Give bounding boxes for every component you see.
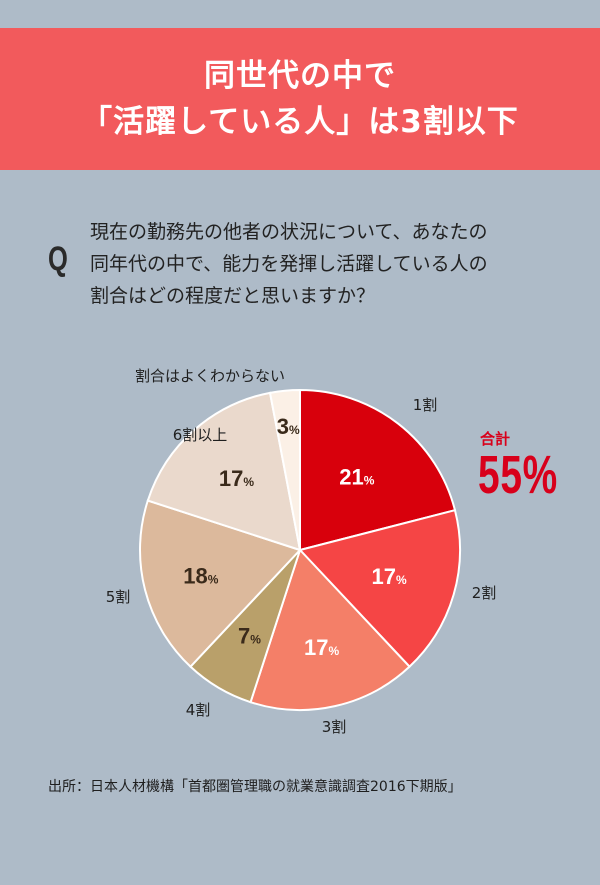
title-line-2: 「活躍している人」は3割以下 <box>81 104 519 140</box>
pie-category-label: 3割 <box>322 718 347 736</box>
question-text: 現在の勤務先の他者の状況について、あなたの 同年代の中で、能力を発揮し活躍してい… <box>90 216 560 312</box>
pie-value-label: 7% <box>238 623 261 648</box>
total-value: 55% <box>478 445 558 505</box>
pie-slice <box>298 508 461 669</box>
pie-category-label: 5割 <box>106 588 131 606</box>
pie-value-label: 17% <box>372 564 407 589</box>
question-line: 割合はどの程度だと思いますか？ <box>90 285 376 307</box>
pie-category-label: 1割 <box>413 396 438 414</box>
pie-slice <box>249 548 411 711</box>
pie-category-label: 2割 <box>472 584 497 602</box>
pie-slice <box>139 499 302 669</box>
question-line: 同年代の中で、能力を発揮し活躍している人の <box>90 253 488 275</box>
pie-category-label: 4割 <box>186 701 211 719</box>
title-line-1: 同世代の中で <box>204 58 396 94</box>
pie-slice <box>146 391 302 552</box>
total-label: 合計 <box>480 430 511 448</box>
pie-category-label: 6割以上 <box>173 426 228 444</box>
question-mark: Q <box>48 240 68 278</box>
pie-value-label: 21% <box>339 465 374 490</box>
pie-value-label: 17% <box>219 466 254 491</box>
pie-slice <box>299 388 457 552</box>
question-line: 現在の勤務先の他者の状況について、あなたの <box>90 221 488 243</box>
pie-chart: 21% 1割 17% 2割 17% 3割 7% 4割 18% 5割 17% 6割以上 3% 割合はよくわか… <box>106 367 497 736</box>
pie-value-label: 18% <box>183 563 218 588</box>
pie-value-label: 3% <box>277 414 300 439</box>
pie-slice <box>268 388 301 551</box>
pie-category-label: 割合はよくわからない <box>135 367 285 385</box>
title-banner: 同世代の中で 「活躍している人」は3割以下 <box>0 28 600 170</box>
pie-value-label: 17% <box>304 635 339 660</box>
source-note: 出所：日本人材機構「首都圏管理職の就業意識調査2016下期版」 <box>48 779 462 795</box>
